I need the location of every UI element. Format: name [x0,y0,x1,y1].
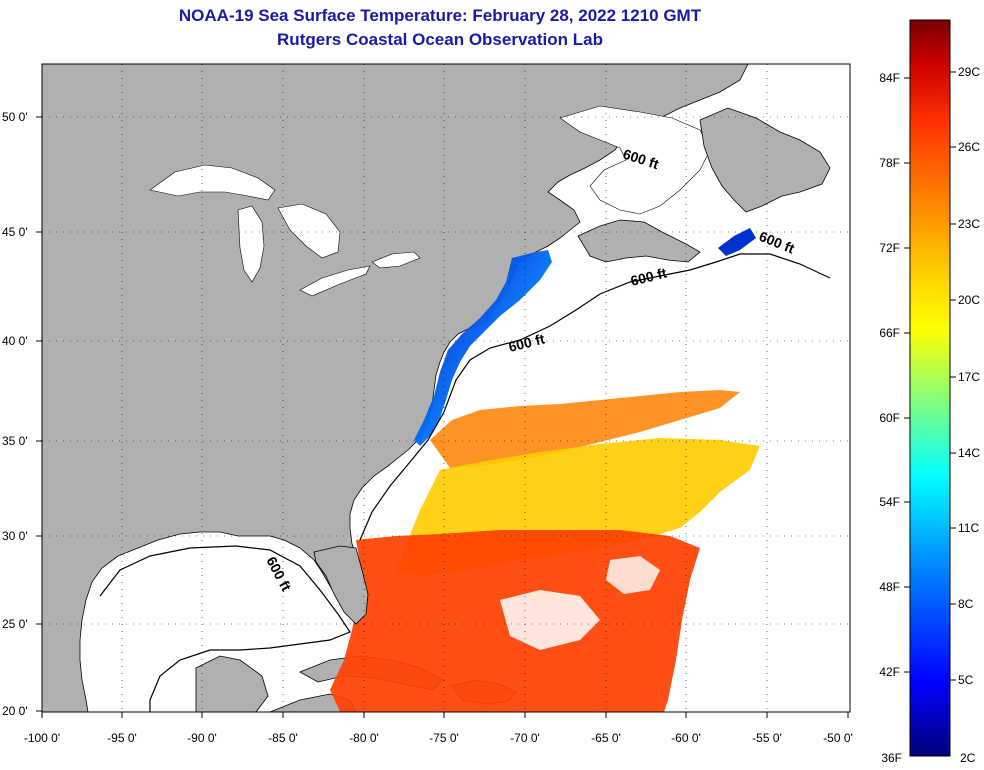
lon-label: -90 0' [187,731,217,745]
sst-gulf-stream [430,390,740,468]
gulf-of-st-lawrence [559,105,711,215]
lake-ontario [371,251,421,269]
colorbar-f-label: 84F [879,71,900,85]
colorbar [909,19,951,757]
colorbar-f-label: 60F [879,411,900,425]
graticule [42,64,850,712]
lon-label: -70 0' [510,731,540,745]
colorbar-c-label: 2C [960,751,976,765]
sst-cold-coastal [414,250,552,446]
cloud-gap-2 [606,556,660,594]
land-newfoundland [699,107,831,213]
land-florida [313,545,369,625]
lon-label: -50 0' [823,731,853,745]
colorbar-f-label: 72F [879,241,900,255]
colorbar-f-label: 42F [879,665,900,679]
lat-label: 20 0' [2,704,28,718]
lat-ticks [36,116,42,712]
colorbar-f-label: 48F [879,580,900,594]
lon-label: -80 0' [349,731,379,745]
lon-ticks [41,712,849,718]
lon-label: -100 0' [24,731,60,745]
lon-label: -85 0' [268,731,298,745]
map-title: NOAA-19 Sea Surface Temperature: Februar… [178,6,702,25]
lat-label: 40 0' [2,334,28,348]
lon-label: -75 0' [429,731,459,745]
colorbar-c-label: 8C [958,597,974,611]
lon-label: -65 0' [591,731,621,745]
colorbar-c-label: 29C [958,65,980,79]
land-north-america [42,64,749,712]
colorbar-c-label: 20C [958,293,980,307]
colorbar-f-label: 66F [879,326,900,340]
depth-contour-600ft [99,545,351,712]
land-yucatan [195,655,269,712]
lon-label: -95 0' [107,731,137,745]
colorbar-c-label: 26C [958,140,980,154]
cloud-gap-1 [500,590,600,650]
lake-erie [299,265,371,297]
lake-superior [149,164,276,201]
lat-label: 30 0' [2,529,28,543]
depth-contour-600ft-atlantic [359,253,831,541]
lon-label: -60 0' [671,731,701,745]
lake-huron [277,203,341,259]
lon-label: -55 0' [752,731,782,745]
lake-michigan [237,205,265,283]
lat-label: 25 0' [2,617,28,631]
colorbar-c-label: 11C [958,521,979,535]
lat-label: 50 0' [2,110,28,124]
colorbar-c-label: 5C [958,673,974,687]
colorbar-c-label: 23C [958,217,980,231]
colorbar-c-label: 17C [958,370,980,384]
colorbar-f-label: 54F [879,495,900,509]
sst-cold-nova-scotia [718,228,756,256]
land-nova-scotia [577,219,701,263]
map-frame [41,63,851,713]
map-subtitle: Rutgers Coastal Ocean Observation Lab [277,30,603,49]
colorbar-ticks [904,71,956,681]
lat-label: 45 0' [2,225,28,239]
colorbar-c-label: 14C [958,446,980,460]
colorbar-f-label: 36F [881,751,902,765]
colorbar-f-label: 78F [879,156,900,170]
lat-label: 35 0' [2,434,28,448]
